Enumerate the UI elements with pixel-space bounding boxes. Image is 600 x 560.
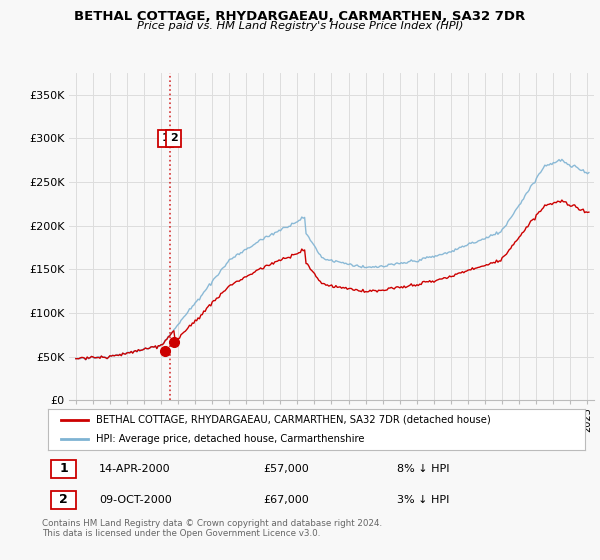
Text: 3% ↓ HPI: 3% ↓ HPI [397,495,449,505]
Bar [50,491,76,509]
Text: 14-APR-2000: 14-APR-2000 [99,464,170,474]
Bar [50,460,76,478]
Text: 8% ↓ HPI: 8% ↓ HPI [397,464,449,474]
Text: 2: 2 [170,133,178,143]
Text: Contains HM Land Registry data © Crown copyright and database right 2024.
This d: Contains HM Land Registry data © Crown c… [42,519,382,538]
Text: 09-OCT-2000: 09-OCT-2000 [99,495,172,505]
Text: £57,000: £57,000 [263,464,308,474]
Text: 2: 2 [59,493,68,506]
Text: HPI: Average price, detached house, Carmarthenshire: HPI: Average price, detached house, Carm… [97,434,365,444]
Text: 1: 1 [59,463,68,475]
Text: Price paid vs. HM Land Registry's House Price Index (HPI): Price paid vs. HM Land Registry's House … [137,21,463,31]
Text: £67,000: £67,000 [263,495,308,505]
Text: BETHAL COTTAGE, RHYDARGAEAU, CARMARTHEN, SA32 7DR (detached house): BETHAL COTTAGE, RHYDARGAEAU, CARMARTHEN,… [97,415,491,425]
Text: BETHAL COTTAGE, RHYDARGAEAU, CARMARTHEN, SA32 7DR: BETHAL COTTAGE, RHYDARGAEAU, CARMARTHEN,… [74,10,526,23]
Text: 1: 1 [161,133,169,143]
